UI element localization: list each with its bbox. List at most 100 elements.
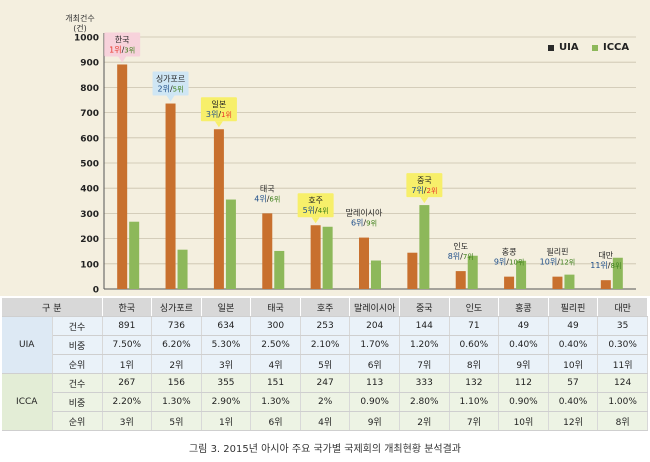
callout-rank-uia: 2위	[158, 85, 170, 94]
callout-rank-icca: 6위	[269, 195, 280, 203]
table-cell: 124	[597, 373, 648, 393]
table-cell: 113	[349, 373, 400, 393]
table-row: ICCA 건수 267 156 355 151 247 113 333 132 112 57 124	[2, 373, 648, 431]
table-cell: 0.30%	[597, 335, 648, 355]
callout-rank-separator: /	[170, 85, 173, 94]
callout-name: 인도	[453, 241, 468, 251]
callout-rank-icca: 1위	[221, 111, 232, 119]
table-cell: 3위	[201, 354, 252, 374]
bar-uia-9	[552, 276, 563, 289]
callout-rank-icca: 3위	[124, 46, 135, 54]
table-header-cell: 인도	[449, 298, 500, 317]
table-cell: 6위	[250, 411, 301, 431]
row-label: 건수	[52, 316, 103, 336]
callout-name: 대만	[598, 251, 613, 260]
bar-icca-10	[612, 257, 623, 289]
callout-rank: 7위/2위	[411, 186, 437, 195]
callout-rank-separator: /	[608, 261, 611, 270]
table-row: UIA 건수 891 736 634 300 253 204 144 71 49 49 35	[2, 316, 648, 374]
legend-icca-swatch	[592, 44, 598, 51]
callout-rank-uia: 4위	[254, 194, 266, 203]
callout-pointer	[166, 95, 175, 102]
bar-icca-1	[177, 249, 188, 289]
table-cell: 2위	[151, 354, 202, 374]
y-tick-label: 100	[80, 260, 99, 270]
bar-icca-4	[322, 226, 333, 289]
bar-uia-4	[310, 225, 321, 289]
bar-uia-0	[117, 64, 128, 289]
table-cell: 35	[597, 316, 648, 336]
row-label: 비중	[52, 392, 103, 412]
table-cell: 9위	[498, 354, 549, 374]
callout-rank-uia: 1위	[109, 45, 121, 54]
data-table: 구 분 한국 싱가포르 일본 태국 호주 말레이시아 중국 인도 홍콩 필리핀 대만 UIA 건수 89…	[2, 298, 648, 431]
table-header-row: 구 분 한국 싱가포르 일본 태국 호주 말레이시아 중국 인도 홍콩 필리핀 대만	[2, 298, 648, 317]
table-row: 순위 3위 5위 1위 6위 4위 9위 2위 7위 10위 12위 8위	[2, 411, 648, 431]
callout-box	[152, 71, 189, 96]
table-cell: 2%	[300, 392, 351, 412]
y-tick-label: 1000	[74, 34, 99, 44]
callout-name: 홍콩	[502, 247, 517, 257]
callout-rank-icca: 5위	[173, 86, 184, 94]
callout-rank: 2위/5위	[158, 85, 184, 94]
callout-rank-uia: 6위	[351, 219, 363, 228]
y-tick-label: 800	[80, 84, 99, 94]
y-tick-label: 200	[80, 235, 99, 245]
callout-box	[406, 173, 443, 198]
group-label: UIA	[2, 316, 53, 374]
callout-rank-separator: /	[506, 258, 509, 267]
callout-rank: 5위/4위	[303, 206, 329, 215]
y-tick-label: 900	[80, 59, 99, 69]
callout-rank: 9위/10위	[494, 258, 525, 267]
table-cell: 2.10%	[300, 335, 351, 355]
bar-uia-2	[213, 129, 224, 289]
callout-rank-separator: /	[363, 219, 366, 228]
table-cell: 891	[102, 316, 153, 336]
bar-icca-7	[467, 255, 478, 289]
bar-icca-3	[274, 250, 285, 289]
table-header-cell: 한국	[102, 298, 153, 317]
row-label: 순위	[52, 354, 103, 374]
callout-rank: 4위/6위	[254, 194, 280, 203]
bar-icca-6	[419, 205, 430, 289]
callout-rank: 11위/8위	[590, 261, 621, 270]
table-cell: 10위	[548, 354, 599, 374]
table-cell: 10위	[498, 411, 549, 431]
table-header-cell: 홍콩	[498, 298, 549, 317]
table-cell: 1.20%	[399, 335, 450, 355]
row-label: 순위	[52, 411, 103, 431]
y-tick-label: 300	[80, 210, 99, 220]
table-cell: 6위	[349, 354, 400, 374]
callout-rank: 1위/3위	[109, 45, 135, 54]
table-cell: 300	[250, 316, 301, 336]
table-cell: 12위	[548, 411, 599, 431]
callout-rank-separator: /	[122, 45, 125, 54]
callout-rank-icca: 2위	[426, 187, 437, 195]
table-cell: 2위	[399, 411, 450, 431]
table-cell: 247	[300, 373, 351, 393]
y-tick-label: 500	[80, 160, 99, 170]
table-cell: 49	[498, 316, 549, 336]
row-label: 건수	[52, 373, 103, 393]
y-axis-title-text: 개최건수	[65, 14, 95, 23]
table-cell: 0.90%	[498, 392, 549, 412]
callout-rank-separator: /	[218, 110, 221, 119]
table-header-cell: 중국	[399, 298, 450, 317]
callout-rank-separator: /	[315, 206, 318, 215]
table-cell: 7위	[399, 354, 450, 374]
table-cell: 151	[250, 373, 301, 393]
table-header-cell: 싱가포르	[151, 298, 202, 317]
bar-icca-0	[129, 221, 140, 289]
callout-pointer	[311, 217, 320, 224]
table-cell: 5.30%	[201, 335, 252, 355]
callout-rank-separator: /	[557, 258, 560, 267]
table-cell: 112	[498, 373, 549, 393]
callout-box	[297, 193, 334, 218]
table-cell: 0.40%	[548, 392, 599, 412]
table-header-cell: 일본	[201, 298, 252, 317]
table-cell: 8위	[597, 411, 648, 431]
callout-name: 말레이시아	[346, 208, 383, 218]
group-label: ICCA	[2, 373, 53, 431]
table-cell: 2.80%	[399, 392, 450, 412]
